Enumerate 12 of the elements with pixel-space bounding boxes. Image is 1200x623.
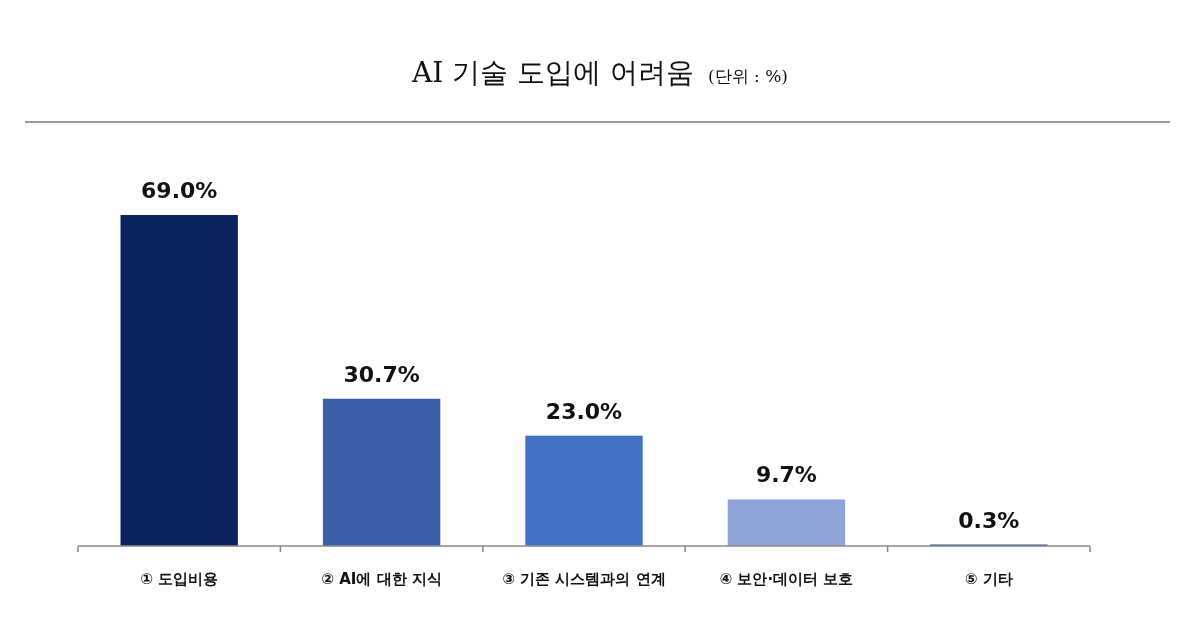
data-label: 30.7% (343, 361, 420, 387)
x-tick-label: ① 도입비용 (140, 570, 219, 588)
x-tick-label: ④ 보안·데이터 보호 (719, 570, 854, 588)
data-label: 69.0% (141, 178, 218, 203)
data-label: 23.0% (545, 398, 623, 424)
chart-subtitle: (단위 : %) (708, 66, 788, 86)
x-tick-label: ③ 기존 시스템과의 연계 (502, 570, 666, 588)
x-tick-label: ⑤ 기타 (964, 570, 1013, 588)
chart-title: AI 기술 도입에 어려움 (411, 56, 695, 89)
x-tick-label: ② AI에 대한 지식 (321, 570, 442, 588)
data-label: 0.3% (958, 507, 1020, 533)
data-label: 9.7% (755, 462, 817, 488)
